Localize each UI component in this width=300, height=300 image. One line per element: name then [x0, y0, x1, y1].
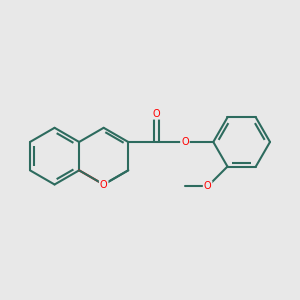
- Text: O: O: [204, 182, 212, 191]
- Text: O: O: [181, 137, 189, 147]
- Text: O: O: [100, 179, 107, 190]
- Text: O: O: [153, 109, 160, 118]
